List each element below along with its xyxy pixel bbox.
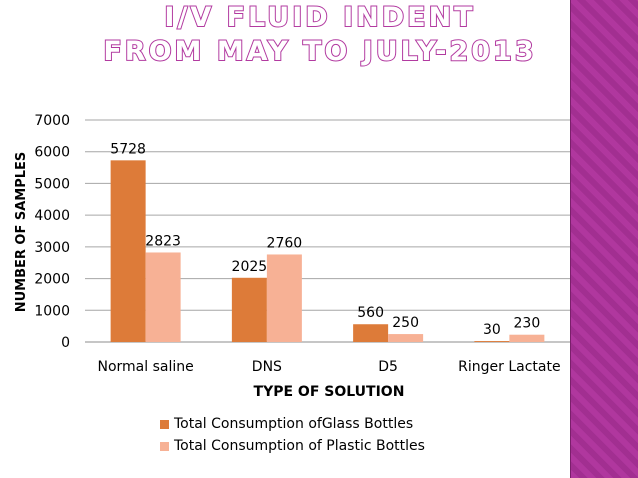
data-label: 560 (357, 305, 384, 321)
x-tick-label: DNS (252, 359, 282, 375)
slide-title-line1: I/V FLUID INDENT (163, 1, 476, 34)
y-tick-label: 2000 (34, 272, 70, 288)
data-label: 2823 (145, 233, 181, 249)
data-label: 250 (392, 315, 419, 331)
legend-swatch-glass (160, 419, 169, 429)
data-label: 2025 (232, 259, 268, 275)
data-labels: 5728 2823 2025 2760 560 250 30 230 (110, 141, 540, 338)
x-axis-label: TYPE OF SOLUTION (254, 384, 405, 400)
x-tick-label: D5 (378, 359, 398, 375)
data-label: 5728 (110, 141, 146, 157)
y-tick-labels: 0 1000 2000 3000 4000 5000 6000 7000 (34, 113, 70, 351)
bar (353, 324, 389, 342)
decorative-side-band (570, 0, 638, 478)
bar (474, 341, 510, 342)
data-label: 230 (514, 316, 541, 332)
bar (266, 254, 302, 342)
y-tick-label: 6000 (34, 145, 70, 161)
y-axis-label: NUMBER OF SAMPLES (14, 152, 29, 313)
bars (110, 160, 545, 342)
legend-item-glass: Total Consumption ofGlass Bottles (160, 413, 425, 435)
data-label: 2760 (267, 235, 303, 251)
data-label: 30 (483, 322, 501, 338)
slide-title-line2: FROM MAY TO JULY-2013 (102, 35, 537, 68)
y-tick-label: 7000 (34, 113, 70, 129)
legend-label-glass: Total Consumption ofGlass Bottles (174, 416, 414, 432)
y-tick-label: 4000 (34, 208, 70, 224)
legend: Total Consumption ofGlass Bottles Total … (160, 413, 425, 457)
x-tick-label: Normal saline (98, 359, 194, 375)
bar (509, 334, 545, 342)
y-tick-label: 5000 (34, 176, 70, 192)
y-tick-label: 3000 (34, 240, 70, 256)
bar (231, 277, 267, 342)
y-tick-label: 0 (61, 335, 70, 351)
bar (145, 252, 181, 342)
bar (388, 334, 424, 342)
bar (110, 160, 146, 342)
x-tick-labels: Normal saline DNS D5 Ringer Lactate (98, 359, 561, 375)
x-tick-label: Ringer Lactate (458, 359, 560, 375)
legend-swatch-plastic (160, 441, 169, 451)
legend-label-plastic: Total Consumption of Plastic Bottles (174, 438, 425, 454)
legend-item-plastic: Total Consumption of Plastic Bottles (160, 435, 425, 457)
y-tick-label: 1000 (34, 303, 70, 319)
